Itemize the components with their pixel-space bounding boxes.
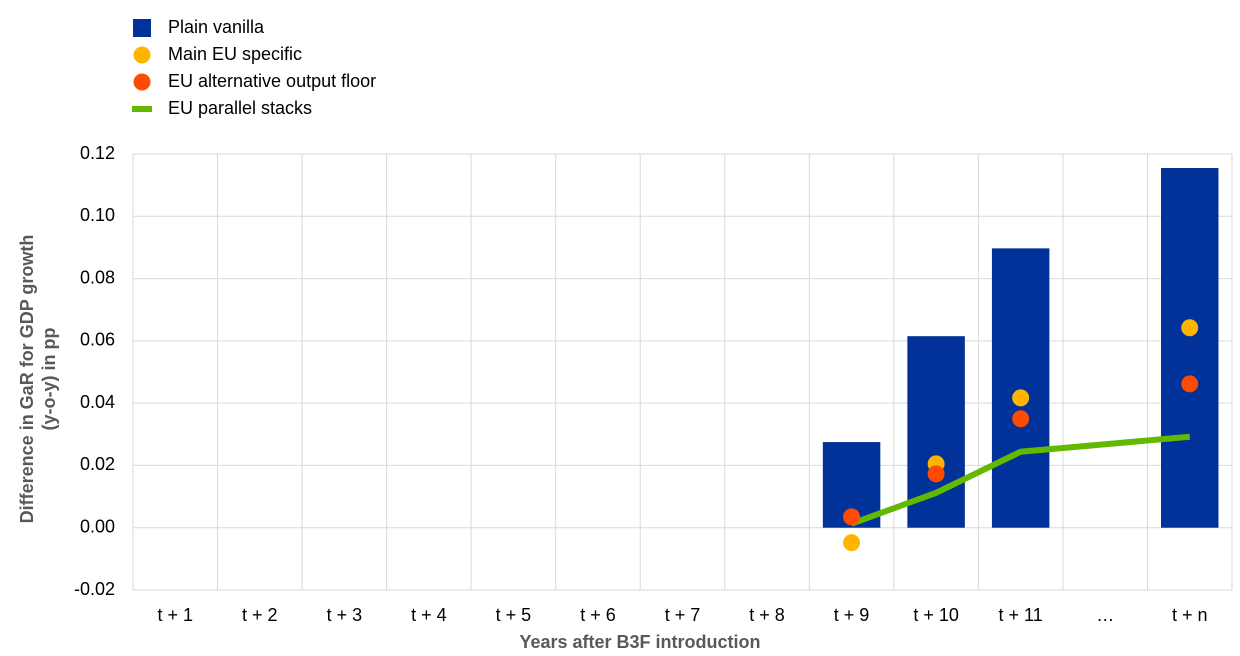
legend-swatch bbox=[133, 73, 151, 91]
y-tick-label: 0.06 bbox=[80, 330, 115, 350]
x-tick-label: t + 9 bbox=[834, 605, 870, 625]
x-tick-label: t + 6 bbox=[580, 605, 616, 625]
y-axis-title: Difference in GaR for GDP growth bbox=[17, 235, 37, 524]
y-tick-label: -0.02 bbox=[74, 579, 115, 599]
legend-label: Plain vanilla bbox=[168, 17, 265, 37]
legend-label: Main EU specific bbox=[168, 44, 302, 64]
point bbox=[843, 534, 861, 552]
y-tick-label: 0.08 bbox=[80, 267, 115, 287]
x-tick-label: t + n bbox=[1172, 605, 1208, 625]
x-tick-label: … bbox=[1096, 605, 1114, 625]
legend-swatch bbox=[133, 19, 151, 37]
x-tick-label: t + 5 bbox=[496, 605, 532, 625]
point bbox=[1012, 410, 1030, 428]
x-tick-label: t + 3 bbox=[327, 605, 363, 625]
bar bbox=[991, 248, 1050, 528]
x-axis-title: Years after B3F introduction bbox=[519, 632, 760, 652]
y-tick-label: 0.12 bbox=[80, 143, 115, 163]
x-tick-label: t + 7 bbox=[665, 605, 701, 625]
point bbox=[927, 465, 945, 483]
legend-swatch bbox=[133, 46, 151, 64]
y-tick-label: 0.00 bbox=[80, 516, 115, 536]
x-tick-label: t + 2 bbox=[242, 605, 278, 625]
y-tick-label: 0.02 bbox=[80, 454, 115, 474]
x-tick-label: t + 11 bbox=[999, 605, 1043, 625]
legend-label: EU alternative output floor bbox=[168, 71, 376, 91]
x-tick-label: t + 8 bbox=[749, 605, 785, 625]
y-tick-label: 0.04 bbox=[80, 392, 115, 412]
line bbox=[850, 433, 1190, 527]
legend-label: EU parallel stacks bbox=[168, 98, 312, 118]
y-axis-title: (y-o-y) in pp bbox=[39, 328, 59, 431]
bar bbox=[1160, 168, 1219, 528]
point bbox=[1012, 389, 1030, 407]
point bbox=[1181, 319, 1199, 337]
x-tick-label: t + 1 bbox=[158, 605, 194, 625]
point bbox=[1181, 375, 1199, 393]
x-tick-label: t + 10 bbox=[913, 605, 959, 625]
point bbox=[843, 508, 861, 526]
x-tick-label: t + 4 bbox=[411, 605, 447, 625]
y-tick-label: 0.10 bbox=[80, 205, 115, 225]
